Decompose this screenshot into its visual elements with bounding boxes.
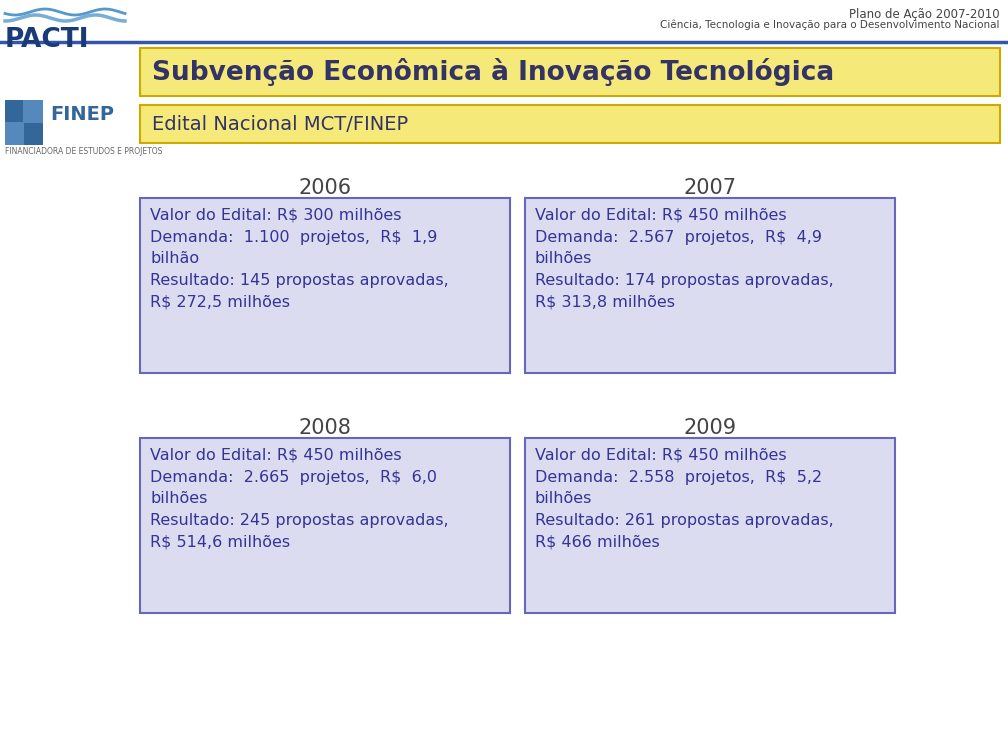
- Text: Plano de Ação 2007-2010: Plano de Ação 2007-2010: [850, 8, 1000, 21]
- Text: FINEP: FINEP: [50, 106, 114, 125]
- Text: 2007: 2007: [683, 178, 737, 198]
- Bar: [140, 198, 510, 373]
- Text: Ciência, Tecnologia e Inovação para o Desenvolvimento Nacional: Ciência, Tecnologia e Inovação para o De…: [660, 20, 1000, 30]
- Bar: [140, 48, 1000, 96]
- Text: Valor do Edital: R$ 450 milhões
Demanda:  2.558  projetos,  R$  5,2
bilhões
Resu: Valor do Edital: R$ 450 milhões Demanda:…: [535, 448, 834, 550]
- Text: Valor do Edital: R$ 450 milhões
Demanda:  2.665  projetos,  R$  6,0
bilhões
Resu: Valor do Edital: R$ 450 milhões Demanda:…: [150, 448, 449, 550]
- Bar: [24, 123, 43, 145]
- Text: PACTI: PACTI: [5, 27, 90, 53]
- Text: Valor do Edital: R$ 450 milhões
Demanda:  2.567  projetos,  R$  4,9
bilhões
Resu: Valor do Edital: R$ 450 milhões Demanda:…: [535, 208, 834, 309]
- Bar: [5, 100, 43, 145]
- Bar: [5, 100, 23, 122]
- Text: Subvenção Econômica à Inovação Tecnológica: Subvenção Econômica à Inovação Tecnológi…: [152, 58, 835, 86]
- Bar: [525, 438, 895, 613]
- Text: 2008: 2008: [298, 418, 352, 438]
- Text: Edital Nacional MCT/FINEP: Edital Nacional MCT/FINEP: [152, 114, 408, 134]
- Text: FINANCIADORA DE ESTUDOS E PROJETOS: FINANCIADORA DE ESTUDOS E PROJETOS: [5, 147, 162, 156]
- Bar: [525, 198, 895, 373]
- Text: 2009: 2009: [683, 418, 737, 438]
- Bar: [140, 438, 510, 613]
- Bar: [140, 105, 1000, 143]
- Text: Valor do Edital: R$ 300 milhões
Demanda:  1.100  projetos,  R$  1,9
bilhão
Resul: Valor do Edital: R$ 300 milhões Demanda:…: [150, 208, 449, 309]
- Text: 2006: 2006: [298, 178, 352, 198]
